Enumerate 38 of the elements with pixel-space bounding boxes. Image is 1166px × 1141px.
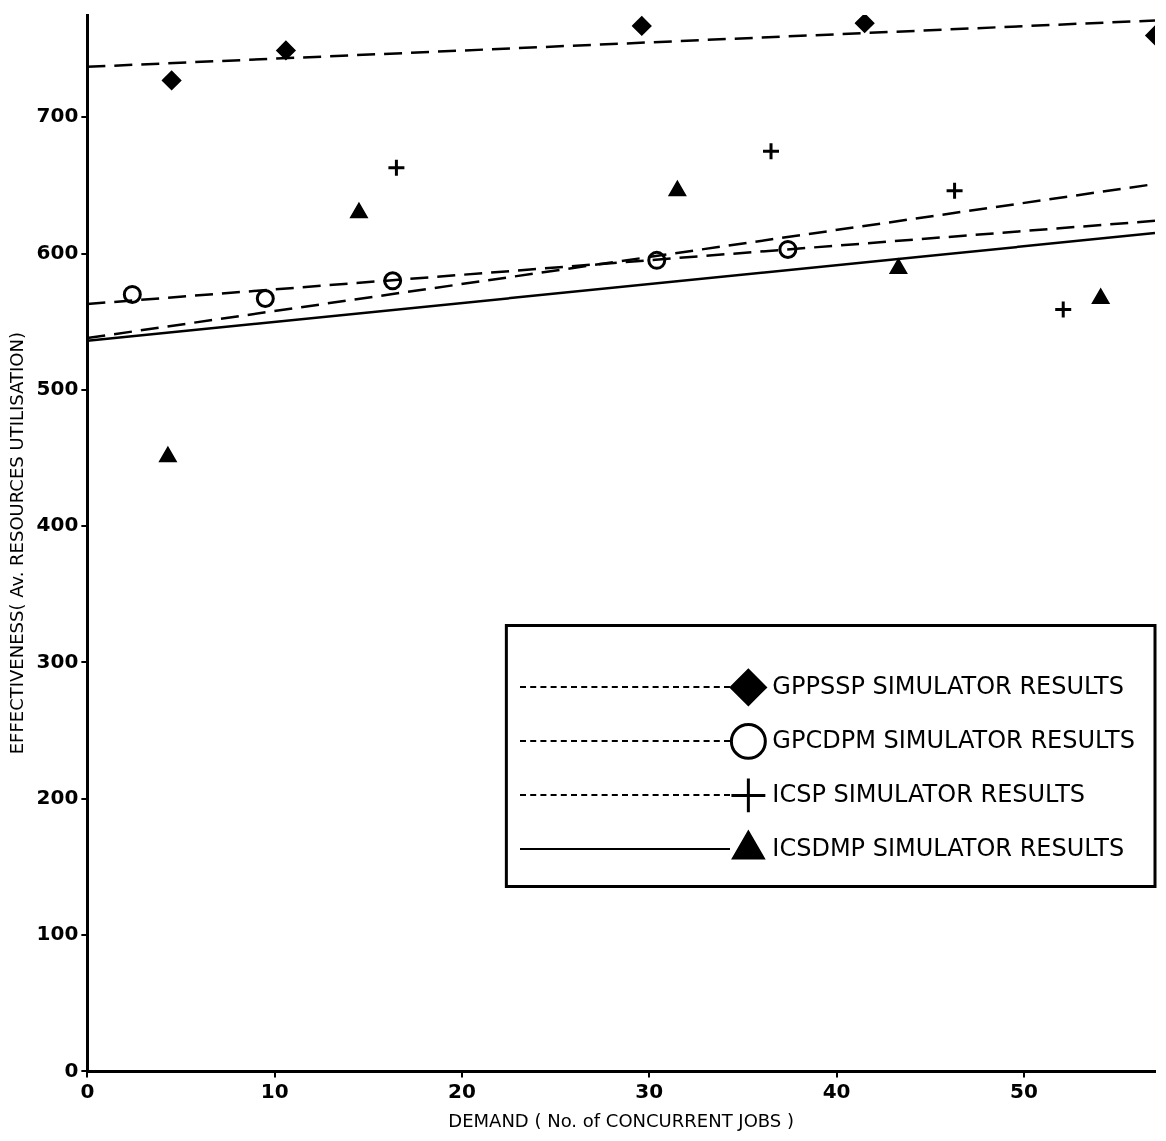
point [889, 259, 907, 275]
y-tick-label: 500 [36, 376, 79, 401]
point [159, 447, 177, 463]
legend-label: GPPSSP SIMULATOR RESULTS [772, 671, 1124, 700]
legend-label: ICSDMP SIMULATOR RESULTS [772, 833, 1125, 862]
x-axis-title: DEMAND ( No. of CONCURRENT JOBS ) [448, 1109, 795, 1131]
point [1053, 299, 1073, 319]
x-tick-label: 20 [448, 1078, 476, 1103]
point [778, 239, 798, 259]
y-axis-title: EFFECTIVENESS( Av. RESOURCES UTILISATION) [6, 332, 28, 755]
y-tick-label: 100 [36, 921, 79, 946]
point [945, 181, 965, 201]
point [647, 250, 667, 270]
y-tick-label: 400 [36, 512, 79, 537]
y-tick-label: 300 [36, 648, 79, 673]
point [632, 16, 652, 36]
x-tick-label: 10 [260, 1078, 289, 1103]
legend-label: ICSP SIMULATOR RESULTS [772, 779, 1086, 808]
x-tick-label: 50 [1009, 1078, 1038, 1103]
point [350, 203, 368, 219]
y-tick-label: 200 [36, 784, 79, 809]
x-tick-label: 30 [635, 1078, 664, 1103]
point [386, 158, 406, 178]
y-tick-label: 0 [64, 1057, 79, 1082]
point [855, 15, 875, 33]
point [383, 271, 403, 291]
x-tick-label: 40 [822, 1078, 851, 1103]
point [276, 40, 296, 60]
y-tick-label: 700 [36, 103, 79, 128]
legend-label: GPCDPM SIMULATOR RESULTS [772, 725, 1135, 754]
point [1092, 289, 1110, 305]
y-tick-label: 600 [36, 239, 79, 264]
point [255, 289, 275, 309]
point [162, 70, 182, 90]
x-tick-label: 0 [80, 1078, 95, 1103]
point [668, 181, 686, 197]
point [761, 141, 781, 161]
point [122, 284, 142, 304]
